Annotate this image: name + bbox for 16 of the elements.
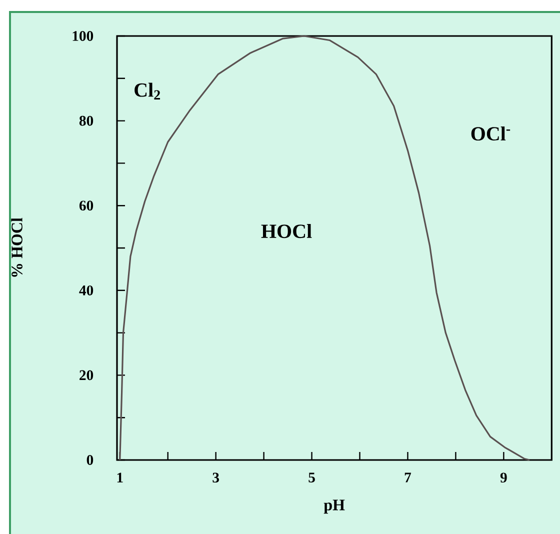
x-tick-label: 9 — [500, 472, 507, 483]
y-tick-label: 60 — [79, 200, 94, 211]
y-tick-label: 20 — [80, 370, 94, 380]
x-tick-label: 7 — [404, 472, 412, 482]
annotation: HOCl — [261, 224, 312, 238]
annotation: OCl$^{-}$ — [471, 126, 510, 141]
x-axis-title: pH — [324, 500, 345, 514]
y-tick-label: 100 — [72, 31, 94, 41]
x-tick-label: 3 — [212, 472, 220, 483]
y-tick-label: 80 — [79, 116, 94, 126]
y-tick-label: 0 — [86, 455, 94, 465]
annotation: Cl$_{2}$ — [134, 82, 160, 100]
x-tick-label: 1 — [117, 472, 123, 482]
x-tick-label: 5 — [308, 472, 315, 482]
y-axis-title: % HOCl — [11, 218, 22, 277]
y-tick-label: 40 — [79, 285, 94, 296]
